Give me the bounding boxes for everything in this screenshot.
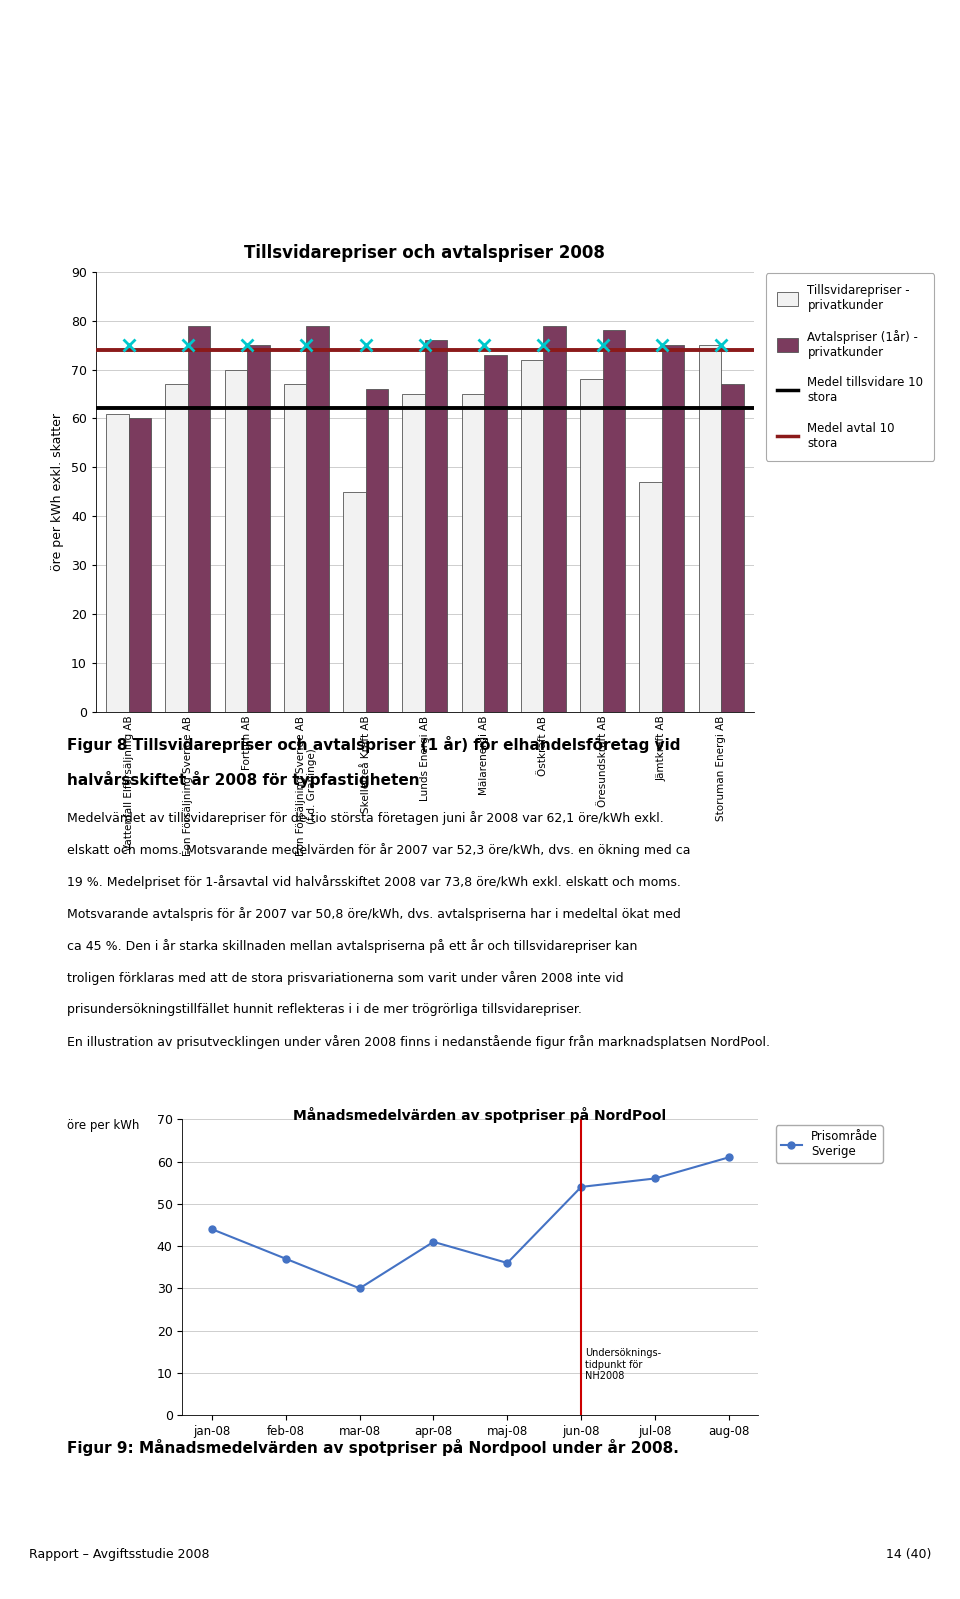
Bar [484, 355, 507, 712]
Bar [543, 326, 565, 712]
Bar [639, 481, 661, 712]
Bar [661, 345, 684, 712]
Bar [580, 379, 603, 712]
Text: öre per kWh: öre per kWh [67, 1119, 139, 1132]
Legend: Prisområde
Sverige: Prisområde Sverige [776, 1126, 883, 1162]
Bar [306, 326, 329, 712]
Text: Rapport – Avgiftsstudie 2008: Rapport – Avgiftsstudie 2008 [29, 1548, 209, 1561]
Bar [106, 414, 129, 712]
Bar [603, 331, 625, 712]
Bar [366, 389, 388, 712]
Text: 19 %. Medelpriset för 1-årsavtal vid halvårsskiftet 2008 var 73,8 öre/kWh exkl. : 19 %. Medelpriset för 1-årsavtal vid hal… [67, 875, 681, 889]
Text: Månadsmedelvärden av spotpriser på NordPool: Månadsmedelvärden av spotpriser på NordP… [294, 1107, 666, 1122]
Bar [721, 384, 744, 712]
Text: Undersöknings-
tidpunkt för
NH2008: Undersöknings- tidpunkt för NH2008 [585, 1348, 661, 1382]
Bar [284, 384, 306, 712]
Bar [520, 360, 543, 712]
Text: ca 45 %. Den i år starka skillnaden mellan avtalspriserna på ett år och tillsvid: ca 45 %. Den i år starka skillnaden mell… [67, 939, 637, 953]
Bar [699, 345, 721, 712]
Y-axis label: öre per kWh exkl. skatter: öre per kWh exkl. skatter [51, 413, 64, 571]
Text: troligen förklaras med att de stora prisvariationerna som varit under våren 2008: troligen förklaras med att de stora pris… [67, 971, 624, 985]
Text: 14 (40): 14 (40) [886, 1548, 931, 1561]
Bar [343, 491, 366, 712]
Title: Tillsvidarepriser och avtalspriser 2008: Tillsvidarepriser och avtalspriser 2008 [245, 245, 605, 262]
Bar [462, 393, 484, 712]
Text: halvårsskiftet år 2008 för typfastigheten: halvårsskiftet år 2008 för typfastighete… [67, 771, 420, 788]
Bar [129, 419, 151, 712]
Bar [247, 345, 270, 712]
Bar [225, 369, 247, 712]
Text: elskatt och moms. Motsvarande medelvärden för år 2007 var 52,3 öre/kWh, dvs. en : elskatt och moms. Motsvarande medelvärde… [67, 843, 690, 857]
Bar [188, 326, 210, 712]
Bar [402, 393, 424, 712]
Text: prisundersökningstillfället hunnit reflekteras i i de mer trögrörliga tillsvidar: prisundersökningstillfället hunnit refle… [67, 1003, 582, 1015]
Text: Figur 9: Månadsmedelvärden av spotpriser på Nordpool under år 2008.: Figur 9: Månadsmedelvärden av spotpriser… [67, 1439, 679, 1457]
Bar [424, 341, 447, 712]
Legend: Tillsvidarepriser -
privatkunder, Avtalspriser (1år) -
privatkunder, Medel tills: Tillsvidarepriser - privatkunder, Avtals… [766, 273, 934, 461]
Text: En illustration av prisutvecklingen under våren 2008 finns i nedanstående figur : En illustration av prisutvecklingen unde… [67, 1035, 770, 1049]
Text: Figur 8 Tillsvidarepriser och avtalspriser (1 år) för elhandelsföretag vid: Figur 8 Tillsvidarepriser och avtalspris… [67, 736, 681, 753]
Text: Motsvarande avtalspris för år 2007 var 50,8 öre/kWh, dvs. avtalspriserna har i m: Motsvarande avtalspris för år 2007 var 5… [67, 907, 681, 921]
Text: Medelvärdet av tillsvidarepriser för de tio största företagen juni år 2008 var 6: Medelvärdet av tillsvidarepriser för de … [67, 811, 664, 825]
Bar [165, 384, 188, 712]
